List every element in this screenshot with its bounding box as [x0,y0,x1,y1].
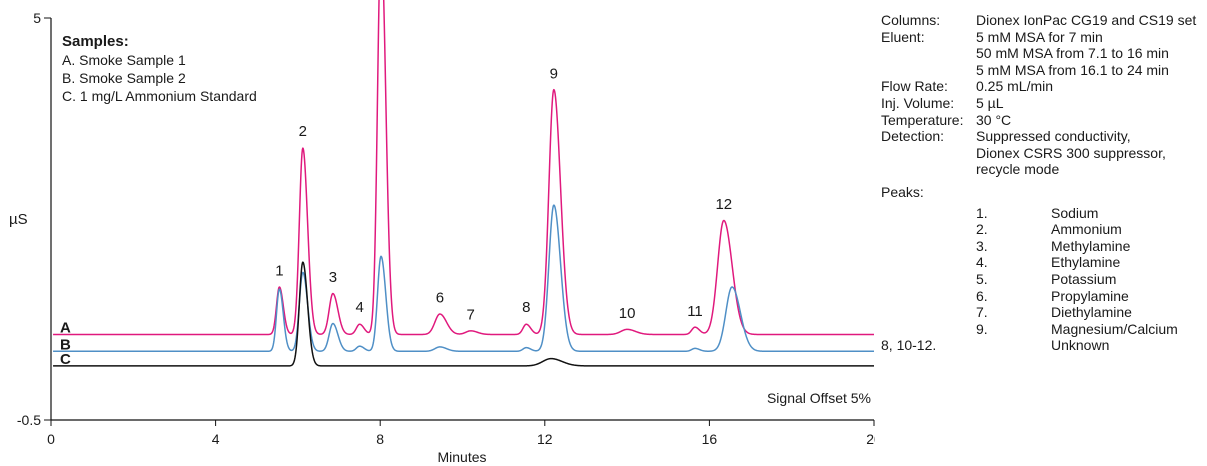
chromatogram-chart: 5 -0.5 µS Minutes 048121620 123456789101… [9,0,875,465]
flow-rate-value: 0.25 mL/min [976,78,1054,95]
peak-item: 6. Propylamine [881,288,1201,305]
eluent-line-1: 5 mM MSA for 7 min [976,28,1103,45]
peaks-list: 1. Sodium 2. Ammonium 3. Methylamine 4. Ethy… [881,205,1201,354]
x-tick-label: 16 [702,431,718,447]
peak-name: Methylamine [1051,237,1131,254]
peak-name: Magnesium/Calcium [1051,320,1178,337]
columns-value: Dionex IonPac CG19 and CS19 set [976,12,1197,28]
peak-item: 8, 10-12. Unknown [881,337,1201,354]
peak-item: 5. Potassium [881,271,1201,288]
peak-label: 2 [299,123,307,140]
detection-line-3: recycle mode [976,161,1060,178]
peak-item: 9. Magnesium/Calcium [881,321,1201,338]
columns-row: Columns: Dionex IonPac CG19 and CS19 set [881,12,1201,29]
peak-number: 6. [976,287,988,304]
trace-b [52,204,875,353]
peak-label: 8 [522,299,530,316]
x-tick-label: 12 [537,431,553,447]
eluent-label: Eluent: [881,28,925,45]
temperature-value: 30 °C [976,111,1012,128]
y-tick-label-top: 5 [33,10,41,26]
traces [52,0,875,367]
peak-number: 9. [976,320,988,337]
samples-legend: Samples: A. Smoke Sample 1 B. Smoke Samp… [62,33,257,104]
peak-name: Propylamine [1051,287,1129,304]
peak-label: 6 [436,290,444,307]
peak-name: Unknown [1051,337,1110,354]
peak-label: 1 [275,263,283,280]
detection-row: Detection: Suppressed conductivity, Dion… [881,128,1201,178]
peak-label: 4 [355,299,363,316]
peak-item: 4. Ethylamine [881,254,1201,271]
peak-number: 2. [976,221,988,238]
peak-item: 2. Ammonium [881,221,1201,238]
x-tick-label: 20 [866,431,875,447]
detection-line-1: Suppressed conductivity, [976,128,1131,145]
series-labels: ABC [60,319,71,367]
trace-a [52,0,875,336]
peaks-label: Peaks: [881,183,924,200]
peak-item: 3. Methylamine [881,238,1201,255]
y-tick-label-bottom: -0.5 [17,412,41,428]
peak-number: 5. [976,270,988,287]
sample-a: A. Smoke Sample 1 [62,52,186,68]
peak-name: Diethylamine [1051,304,1132,321]
peak-labels: 123456789101112 [275,65,732,324]
temperature-label: Temperature: [881,111,964,128]
peak-label: 7 [467,307,475,324]
x-tick-label: 0 [47,431,55,447]
y-axis-label: µS [9,211,28,228]
x-ticks: 0 4 8 12 16 20 [47,420,875,447]
detection-label: Detection: [881,128,945,145]
peak-label: 11 [687,303,703,320]
x-tick-label: 4 [212,431,220,447]
series-label-b: B [60,336,71,353]
eluent-line-2: 50 mM MSA from 7.1 to 16 min [976,45,1169,62]
eluent-line-3: 5 mM MSA from 16.1 to 24 min [976,61,1169,78]
method-info-panel: Columns: Dionex IonPac CG19 and CS19 set… [881,12,1201,354]
peak-number: 7. [976,304,988,321]
eluent-row: Eluent: 5 mM MSA for 7 min 50 mM MSA fro… [881,29,1201,79]
peak-label: 3 [329,269,337,286]
samples-title: Samples: [62,33,129,50]
peak-label: 12 [715,196,732,213]
x-axis-label: Minutes [437,449,486,465]
detection-line-2: Dionex CSRS 300 suppressor, [976,144,1166,161]
peak-label: 9 [550,65,558,82]
sample-b: B. Smoke Sample 2 [62,70,186,86]
peak-number: 4. [976,254,988,271]
flow-rate-label: Flow Rate: [881,78,948,95]
series-label-a: A [60,319,71,336]
peak-label: 10 [619,305,636,322]
x-tick-label: 8 [376,431,384,447]
signal-offset-note: Signal Offset 5% [767,390,871,406]
peak-number: 3. [976,237,988,254]
peak-item: 1. Sodium [881,205,1201,222]
peak-name: Sodium [1051,204,1099,221]
peak-number: 8, 10-12. [881,337,937,354]
inj-volume-value: 5 µL [976,94,1004,111]
flow-rate-row: Flow Rate: 0.25 mL/min [881,78,1201,95]
peaks-row: Peaks: [881,184,1201,201]
sample-c: C. 1 mg/L Ammonium Standard [62,88,257,104]
peak-name: Ammonium [1051,221,1122,238]
columns-label: Columns: [881,12,941,28]
inj-volume-label: Inj. Volume: [881,94,955,111]
peak-name: Ethylamine [1051,254,1121,271]
series-label-c: C [60,351,71,368]
peak-name: Potassium [1051,270,1117,287]
axes: 5 -0.5 µS Minutes 048121620 [9,10,875,465]
trace-c [52,261,875,367]
peak-item: 7. Diethylamine [881,304,1201,321]
peak-number: 1. [976,204,988,221]
temperature-row: Temperature: 30 °C [881,112,1201,129]
inj-volume-row: Inj. Volume: 5 µL [881,95,1201,112]
